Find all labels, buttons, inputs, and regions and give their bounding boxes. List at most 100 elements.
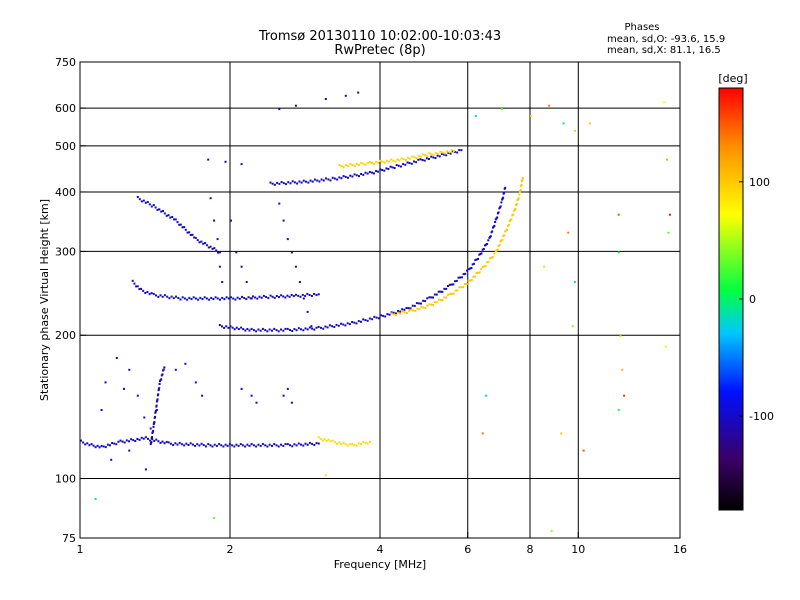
trace-dot xyxy=(385,159,388,162)
trace-dot xyxy=(132,439,135,442)
trace-dot xyxy=(496,216,499,219)
scatter-point xyxy=(209,197,212,200)
trace-dot xyxy=(383,169,386,172)
trace-dot xyxy=(364,441,367,444)
trace-dot xyxy=(191,233,194,236)
scatter-point xyxy=(623,394,626,397)
trace-dot xyxy=(458,149,461,152)
trace-dot xyxy=(470,267,473,269)
trace-dot xyxy=(409,307,412,310)
trace-dot xyxy=(408,309,411,312)
trace-dot xyxy=(448,283,451,286)
trace-dot xyxy=(134,440,137,442)
trace-dot xyxy=(165,214,168,217)
trace-dot xyxy=(411,155,414,158)
scatter-point xyxy=(282,394,285,397)
trace-dot xyxy=(166,295,169,298)
trace-dot xyxy=(451,150,454,153)
trace-dot xyxy=(284,327,287,330)
trace-dot xyxy=(349,163,352,165)
colorbar-tick-label: 0 xyxy=(749,293,756,306)
x-axis-label: Frequency [MHz] xyxy=(334,558,426,571)
trace-dot xyxy=(100,444,103,447)
trace-dot xyxy=(273,296,276,299)
trace-dot xyxy=(273,443,276,446)
trace-dot xyxy=(236,296,239,299)
trace-dot xyxy=(446,150,449,153)
trace-dot xyxy=(357,320,360,323)
trace-dot xyxy=(497,211,500,214)
scatter-point xyxy=(194,381,197,384)
trace-dot xyxy=(313,444,316,446)
trace-dot xyxy=(428,152,431,155)
trace-dot xyxy=(387,168,390,170)
trace-dot xyxy=(98,446,101,449)
trace-dot xyxy=(255,445,258,448)
trace-dot xyxy=(486,261,489,264)
series-o-trace-echo-2f xyxy=(269,149,463,186)
trace-dot xyxy=(209,245,212,248)
trace-dot xyxy=(456,289,459,292)
trace-dot xyxy=(520,184,523,186)
trace-dot xyxy=(148,203,151,206)
trace-dot xyxy=(464,283,466,285)
trace-dot xyxy=(373,162,376,165)
trace-dot xyxy=(417,158,420,161)
y-tick-label: 75 xyxy=(62,532,76,545)
trace-dot xyxy=(177,297,180,299)
trace-dot xyxy=(321,439,324,442)
trace-dot xyxy=(298,180,301,183)
trace-dot xyxy=(304,294,307,297)
trace-dot xyxy=(88,444,91,447)
trace-dot xyxy=(472,275,475,278)
trace-dot xyxy=(333,177,336,180)
trace-dot xyxy=(506,228,508,231)
trace-dot xyxy=(240,326,243,329)
x-tick-label: 2 xyxy=(227,543,234,556)
trace-dot xyxy=(471,263,474,266)
trace-dot xyxy=(271,444,273,447)
trace-dot xyxy=(144,436,147,439)
trace-dot xyxy=(454,280,457,283)
trace-dot xyxy=(373,172,375,175)
trace-dot xyxy=(289,444,291,447)
trace-dot xyxy=(256,297,259,300)
trace-dot xyxy=(315,326,318,329)
trace-dot xyxy=(487,260,490,263)
trace-dot xyxy=(507,224,510,226)
trace-dot xyxy=(415,302,418,305)
trace-dot xyxy=(248,444,251,447)
trace-dot xyxy=(128,440,130,443)
grid xyxy=(80,62,680,538)
trace-dot xyxy=(176,221,179,224)
trace-dot xyxy=(311,180,314,183)
trace-dot xyxy=(366,319,369,322)
trace-dot xyxy=(430,153,433,156)
scatter-point xyxy=(240,387,243,390)
x-tick-label: 16 xyxy=(673,543,687,556)
trace-dot xyxy=(401,310,404,313)
trace-dot xyxy=(180,443,183,446)
trace-dot xyxy=(477,271,480,274)
scatter-point xyxy=(286,387,289,390)
trace-dot xyxy=(163,294,166,297)
trace-dot xyxy=(375,160,378,163)
trace-dot xyxy=(261,443,264,446)
trace-dot xyxy=(168,297,171,300)
trace-dot xyxy=(286,327,289,330)
trace-dot xyxy=(136,196,139,198)
trace-dot xyxy=(430,155,433,158)
trace-dot xyxy=(266,445,269,448)
trace-dot xyxy=(487,239,490,242)
colorbar-ticks: -100 0 100 xyxy=(739,176,774,423)
trace-dot xyxy=(331,325,334,328)
trace-dot xyxy=(306,292,309,295)
trace-dot xyxy=(221,296,224,299)
trace-dot xyxy=(377,161,380,164)
trace-dot xyxy=(205,297,208,300)
trace-dot xyxy=(275,444,278,447)
series-x-trace-f2 xyxy=(390,176,524,316)
trace-dot xyxy=(207,443,210,446)
trace-dot xyxy=(299,295,302,298)
trace-dot xyxy=(144,292,147,294)
